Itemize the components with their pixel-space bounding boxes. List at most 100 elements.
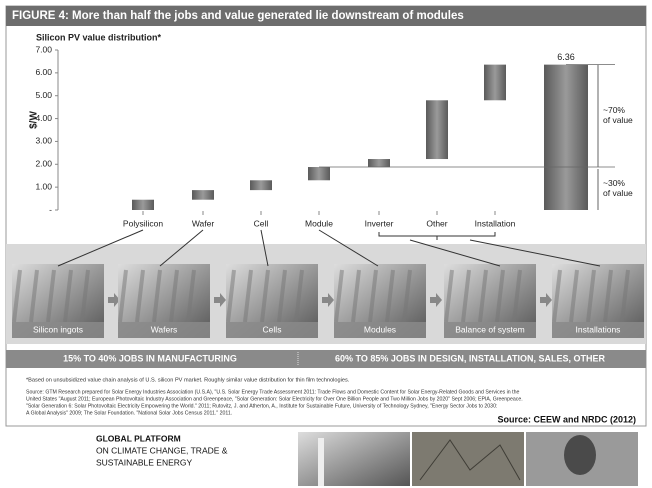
annotation: of value: [603, 188, 633, 198]
flow-arrow: [430, 293, 442, 307]
photo-strip: [6, 244, 646, 344]
flow-arrow: [540, 293, 552, 307]
x-tick-label: Module: [305, 218, 333, 228]
photo-texture: [461, 269, 471, 323]
total-bar: [544, 64, 588, 210]
stage-caption: Balance of system: [455, 324, 524, 334]
stage-caption-bg: [226, 322, 318, 338]
photo-texture: [46, 269, 56, 323]
photo-texture: [29, 269, 39, 323]
chart-title: Silicon PV value distribution*: [36, 32, 162, 42]
stage-caption: Installations: [576, 324, 621, 334]
link-arrow: [159, 229, 204, 267]
stage-caption-bg: [552, 322, 644, 338]
photo-texture: [603, 269, 613, 323]
y-tick-label: -: [49, 204, 52, 214]
photo-texture: [226, 269, 236, 323]
footnote: *Based on unsubsidized value chain analy…: [26, 377, 350, 383]
stage-caption-bg: [444, 322, 536, 338]
y-tick-label: 5.00: [35, 90, 52, 100]
photo-texture: [152, 269, 162, 323]
source-line: United States "August 2011; European Pho…: [26, 396, 523, 402]
bar: [368, 159, 390, 168]
footer-line: ON CLIMATE CHANGE, TRADE &: [96, 445, 228, 455]
x-tick-label: Installation: [475, 218, 516, 228]
y-tick-label: 7.00: [35, 44, 52, 54]
photo-texture: [402, 269, 412, 323]
footer-title: GLOBAL PLATFORM: [96, 433, 181, 443]
flow-arrow: [108, 293, 120, 307]
footer-line: SUSTAINABLE ENERGY: [96, 457, 193, 467]
photo-texture: [63, 269, 73, 323]
x-tick-label: Cell: [254, 218, 269, 228]
footer-photo: [412, 432, 524, 486]
photo-texture: [569, 269, 579, 323]
jobs-manufacturing: 15% TO 40% JOBS IN MANUFACTURING: [63, 353, 237, 363]
link-arrow: [409, 239, 501, 267]
footer-photo: [298, 432, 410, 486]
bar: [308, 167, 330, 181]
photos: Silicon ingots Wafers Cells Modules Balance …: [12, 229, 644, 338]
jobs-downstream: 60% TO 85% JOBS IN DESIGN, INSTALLATION,…: [335, 353, 606, 363]
group-bracket: [378, 232, 496, 240]
bar: [250, 180, 272, 191]
x-tick-label: Wafer: [192, 218, 215, 228]
photo-texture: [351, 269, 361, 323]
photo-texture: [186, 269, 196, 323]
y-tick-label: 4.00: [35, 113, 52, 123]
photo-texture: [512, 269, 522, 323]
photo-texture: [334, 269, 344, 323]
chimney: [318, 438, 324, 486]
photo-texture: [118, 269, 128, 323]
x-tick-label: Other: [426, 218, 447, 228]
photo-texture: [368, 269, 378, 323]
photo-texture: [552, 269, 562, 323]
bar: [426, 100, 448, 160]
stage-caption: Cells: [263, 324, 282, 334]
x-tick-label: Inverter: [365, 218, 394, 228]
bar: [484, 64, 506, 101]
photo-texture: [586, 269, 596, 323]
source-line: Source: GTM Research prepared for Solar …: [26, 389, 519, 395]
link-arrow: [469, 239, 601, 267]
photo-texture: [169, 269, 179, 323]
stage-caption: Wafers: [151, 324, 178, 334]
y-tick-label: 1.00: [35, 181, 52, 191]
figure-title: FIGURE 4: More than half the jobs and va…: [12, 10, 464, 22]
photo-texture: [135, 269, 145, 323]
photo-texture: [444, 269, 454, 323]
balloon: [564, 435, 596, 475]
photo-texture: [80, 269, 90, 323]
photo-texture: [277, 269, 287, 323]
flow-arrow: [214, 293, 226, 307]
annotation: of value: [603, 115, 633, 125]
stage-caption: Modules: [364, 324, 396, 334]
crack-pattern: [419, 439, 521, 481]
stage-caption: Silicon ingots: [33, 324, 83, 334]
header-bar: [6, 6, 646, 26]
jobs-bar: [6, 350, 646, 368]
bar: [132, 199, 154, 210]
stage-caption-bg: [118, 322, 210, 338]
photo-texture: [294, 269, 304, 323]
y-axis-label: $/W: [29, 111, 40, 129]
link-arrow: [318, 229, 379, 267]
source-line: A Global Analysis" 2009; The Solar Found…: [26, 410, 232, 416]
photo-texture: [495, 269, 505, 323]
stage-caption-bg: [334, 322, 426, 338]
total-label: 6.36: [557, 52, 575, 62]
x-tick-label: Polysilicon: [123, 218, 163, 228]
annotation: ~70%: [603, 105, 625, 115]
photo-texture: [478, 269, 488, 323]
chart: - 1.00 2.00 3.00 4.00 5.00 6.00 7.00 Polysilicon…: [35, 44, 633, 240]
photo-texture: [12, 269, 22, 323]
bar: [192, 190, 214, 200]
link-arrow: [57, 229, 144, 267]
y-tick-label: 3.00: [35, 136, 52, 146]
photo-texture: [260, 269, 270, 323]
link-arrow: [260, 229, 269, 267]
stage-caption-bg: [12, 322, 104, 338]
photo-texture: [385, 269, 395, 323]
photo-texture: [620, 269, 630, 323]
